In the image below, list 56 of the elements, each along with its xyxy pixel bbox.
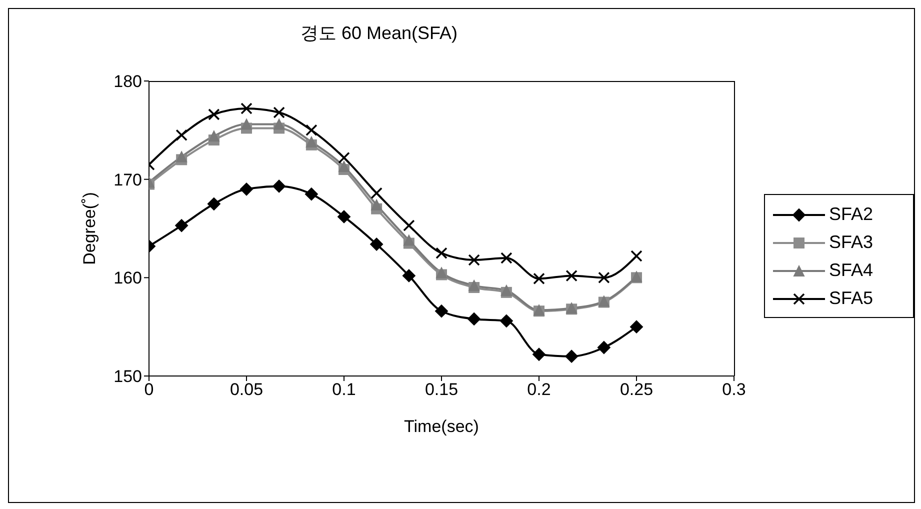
point bbox=[241, 118, 252, 130]
point bbox=[338, 152, 350, 164]
point bbox=[566, 270, 578, 282]
point bbox=[175, 219, 188, 232]
point bbox=[176, 129, 188, 141]
point bbox=[402, 269, 416, 282]
point bbox=[306, 124, 318, 136]
point bbox=[468, 254, 480, 266]
point bbox=[533, 272, 545, 285]
point bbox=[436, 247, 448, 259]
y-tick-label: 180 bbox=[114, 72, 142, 92]
point bbox=[598, 272, 610, 284]
x-tick-label: 0.25 bbox=[620, 380, 654, 400]
y-tick-label: 150 bbox=[114, 367, 142, 386]
legend-label: SFA3 bbox=[829, 232, 874, 253]
point bbox=[435, 304, 448, 318]
point bbox=[370, 187, 382, 199]
point bbox=[176, 151, 188, 162]
legend-label: SFA5 bbox=[829, 288, 874, 309]
x-tick-label: 0.1 bbox=[332, 380, 356, 400]
point bbox=[306, 136, 317, 148]
point bbox=[500, 252, 512, 264]
point bbox=[532, 348, 546, 361]
point bbox=[371, 199, 382, 210]
point bbox=[207, 197, 220, 210]
point bbox=[304, 188, 318, 201]
point bbox=[240, 102, 252, 114]
point bbox=[208, 108, 220, 120]
chart-title: 경도 60 Mean(SFA) bbox=[299, 22, 459, 45]
point bbox=[370, 238, 384, 251]
point bbox=[468, 312, 481, 326]
x-tick-label: 0.2 bbox=[527, 380, 551, 400]
x-tick-label: 0 bbox=[144, 380, 154, 400]
y-axis-title: Degree(˚) bbox=[80, 192, 100, 265]
point bbox=[338, 161, 350, 172]
x-axis-title: Time(sec) bbox=[404, 417, 479, 436]
y-tick-label: 170 bbox=[114, 170, 142, 190]
point bbox=[565, 350, 578, 363]
legend-label: SFA4 bbox=[829, 260, 874, 281]
y-tick-label: 160 bbox=[114, 268, 142, 288]
point bbox=[338, 210, 350, 224]
point bbox=[240, 182, 253, 196]
point bbox=[403, 234, 414, 246]
point bbox=[403, 220, 415, 232]
x-tick-label: 0.3 bbox=[722, 380, 746, 400]
point bbox=[630, 320, 643, 334]
point bbox=[630, 250, 642, 262]
point bbox=[500, 314, 513, 328]
point bbox=[274, 118, 285, 130]
point bbox=[597, 340, 610, 354]
point bbox=[272, 180, 286, 193]
point bbox=[273, 106, 285, 118]
legend-label: SFA2 bbox=[829, 204, 874, 225]
x-tick-label: 0.15 bbox=[424, 380, 458, 400]
x-tick-label: 0.05 bbox=[230, 380, 264, 400]
point bbox=[208, 130, 220, 142]
